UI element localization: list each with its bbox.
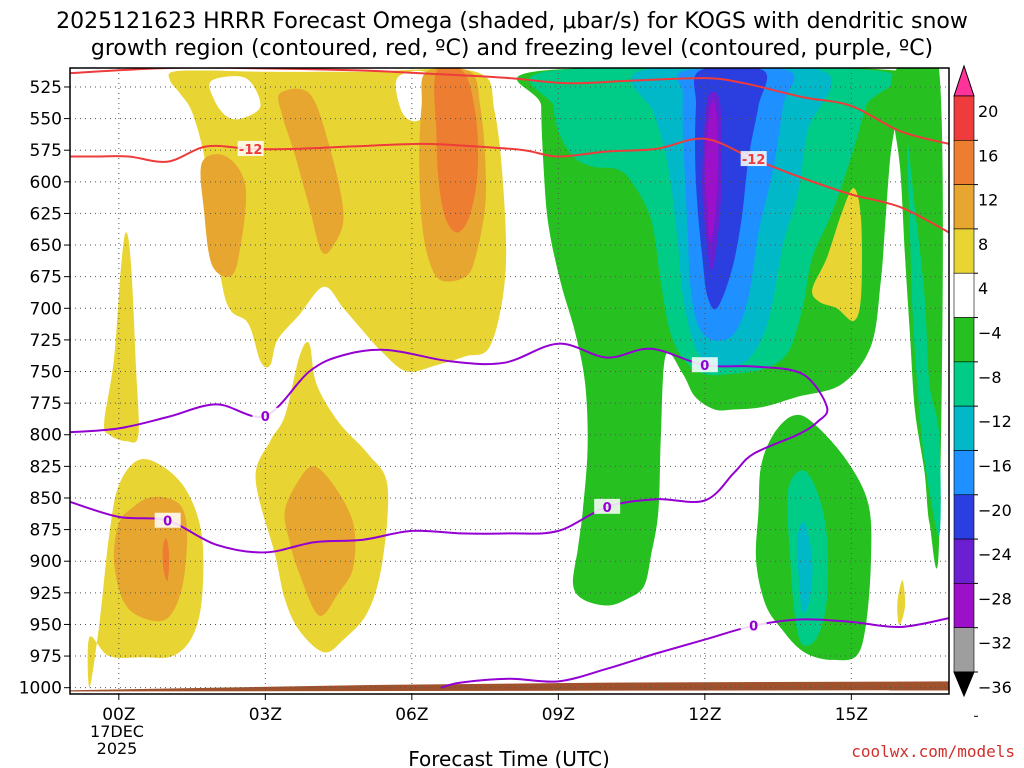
colorbar-band (953, 272, 975, 318)
colorbar-band (953, 494, 975, 540)
colorbar-band (953, 450, 975, 496)
colorbar-band (953, 184, 975, 230)
freezing-contour-0 (70, 342, 829, 554)
credit-text: coolwx.com/models (851, 742, 1015, 761)
dgz-contour-0 (70, 137, 949, 234)
freezing-contour-label: 0 (163, 515, 172, 530)
chart-title-line-2: growth region (contoured, red, ºC) and f… (91, 36, 933, 61)
x-tick-label: 12Z (688, 705, 721, 725)
y-tick-label: 950 (30, 615, 62, 635)
colorbar-band (953, 317, 975, 363)
plot-frame (69, 67, 950, 695)
y-tick-label: 900 (30, 552, 62, 572)
colorbar-label: −16 (978, 457, 1012, 476)
colorbar-band (953, 361, 975, 407)
colorbar-band (953, 95, 975, 141)
freezing-contour-label-bg (154, 512, 181, 528)
y-tick-label: 575 (30, 141, 62, 161)
colorbar-label: −28 (978, 589, 1012, 608)
colorbar-band (953, 583, 975, 628)
colorbar-label: 16 (978, 146, 998, 165)
freezing-contour-label-bg (594, 498, 621, 514)
x-tick-label: 15Z (835, 705, 868, 725)
terrain-surface (70, 681, 949, 692)
colorbar-band (953, 140, 975, 185)
y-axis-pressure: 525 550 575 600 625 650 675 700 725 750 775 800 825 8… (19, 78, 70, 699)
y-tick-label: 525 (30, 78, 62, 98)
terrain-layer (70, 681, 949, 692)
colorbar-label: 12 (978, 191, 998, 210)
x-tick-label: 09Z (542, 705, 575, 725)
omega-region-25 (812, 188, 862, 322)
omega-region-7 (209, 76, 261, 120)
colorbar-band (953, 627, 975, 673)
freezing-contour-label-bg (740, 617, 767, 633)
y-tick-label: 1000 (19, 679, 62, 699)
colorbar-label: −36 (978, 678, 1012, 697)
y-tick-label: 725 (30, 331, 62, 351)
omega-region-19 (704, 99, 719, 243)
y-tick-label: 925 (30, 584, 62, 604)
y-tick-label: 625 (30, 204, 62, 224)
dgz-contour-label: -12 (742, 153, 766, 168)
freezing-contour-label: 0 (261, 410, 270, 425)
y-tick-label: 800 (30, 426, 62, 446)
colorbar-label: −8 (978, 368, 1002, 387)
colorbar-top-arrow (953, 64, 975, 97)
y-tick-label: 975 (30, 647, 62, 667)
x-tick-label: 00Z (102, 705, 135, 725)
freezing-contour-label: 0 (749, 620, 758, 635)
dgz-contour-label-bg (740, 151, 767, 167)
colorbar-bottom-arrow (953, 671, 975, 698)
freezing-contour-label: 0 (603, 501, 612, 516)
colorbar-band (953, 228, 975, 274)
y-tick-label: 850 (30, 489, 62, 509)
x-axis-title: Forecast Time (UTC) (408, 747, 610, 768)
colorbar-label: −32 (978, 634, 1012, 653)
y-tick-label: 700 (30, 299, 62, 319)
colorbar-label: 20 (978, 102, 998, 121)
omega-region-3 (104, 232, 139, 443)
omega-region-24 (797, 522, 813, 613)
colorbar-label: −4 (978, 324, 1002, 343)
omega-region-9 (278, 88, 344, 255)
y-tick-label: 600 (30, 173, 62, 193)
x-tick-label: 06Z (395, 705, 428, 725)
omega-region-26 (897, 580, 906, 625)
freezing-contour-label-bg (691, 357, 718, 373)
y-tick-label: 550 (30, 110, 62, 130)
x-axis-time: 00Z 03Z 06Z 09Z 12Z 15Z (102, 694, 868, 725)
omega-region-10 (200, 154, 247, 277)
y-tick-label: 825 (30, 457, 62, 477)
omega-region-1 (113, 496, 188, 622)
x-tick-label: 03Z (249, 705, 282, 725)
colorbar-label: −12 (978, 412, 1012, 431)
colorbar-label: 8 (978, 235, 988, 254)
y-tick-label: 875 (30, 521, 62, 541)
dgz-contour-label: -12 (239, 143, 263, 158)
dgz-contour-label-bg (237, 140, 264, 156)
freezing-contour-label-bg (252, 407, 279, 423)
y-tick-label: 775 (30, 394, 62, 414)
date-label-year: 2025 (97, 739, 138, 758)
freezing-contour-1 (440, 617, 949, 689)
colorbar-label: −24 (978, 545, 1012, 564)
colorbar-label: 4 (978, 279, 988, 298)
chart-title-line-1: 2025121623 HRRR Forecast Omega (shaded, … (56, 9, 968, 34)
colorbar: 20 16 12 8 4 −4 −8 −12 −16 −20 −24 −28 −32 −36 (953, 64, 1012, 717)
colorbar-band (953, 538, 975, 584)
y-tick-label: 750 (30, 363, 62, 383)
omega-region-2 (162, 538, 170, 581)
date-label-day: 17DEC (90, 722, 144, 741)
colorbar-label: −20 (978, 501, 1012, 520)
omega-region-21 (907, 143, 941, 537)
omega-region-12 (434, 68, 479, 233)
y-tick-label: 675 (30, 268, 62, 288)
colorbar-band (953, 405, 975, 451)
freezing-contour-label: 0 (700, 359, 709, 374)
y-tick-label: 650 (30, 236, 62, 256)
